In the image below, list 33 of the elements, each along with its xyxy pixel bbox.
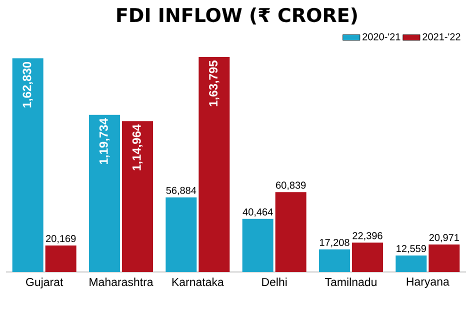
x-tick-label: Haryana [406, 278, 450, 288]
bar [198, 56, 230, 272]
bar [45, 246, 76, 272]
data-label: 12,559 [396, 245, 426, 254]
bar [396, 256, 427, 272]
x-tick-label: Karnataka [172, 278, 224, 286]
data-label: 56,884 [166, 186, 196, 196]
legend-label: 2020-'21 [362, 33, 400, 40]
data-label: 20,971 [429, 234, 459, 242]
bar [242, 218, 274, 272]
legend-label: 2021-'22 [422, 33, 460, 40]
data-label: 1,14,964 [132, 124, 143, 170]
bar [428, 244, 460, 272]
bar [166, 197, 197, 272]
data-label: 40,464 [242, 208, 273, 217]
bar [89, 114, 120, 272]
bar [318, 249, 350, 272]
data-label: 20,169 [46, 235, 76, 244]
x-tick-label: Maharashtra [90, 278, 154, 286]
data-label: 1,62,830 [22, 62, 33, 108]
x-tick-label: Delhi [262, 278, 287, 286]
data-label: 17,208 [320, 238, 350, 248]
chart-title: FDI INFLOW (₹ CRORE) [117, 8, 357, 24]
data-label: 1,19,734 [99, 118, 110, 164]
data-label: 1,63,795 [209, 60, 220, 106]
bar [352, 242, 383, 272]
data-label: 60,839 [276, 182, 306, 190]
data-label: 22,396 [352, 232, 382, 240]
bar [275, 192, 306, 272]
bar [122, 121, 154, 272]
x-tick-label: Gujarat [26, 278, 64, 288]
x-tick-label: Tamilnadu [325, 278, 376, 286]
bar [12, 58, 44, 272]
